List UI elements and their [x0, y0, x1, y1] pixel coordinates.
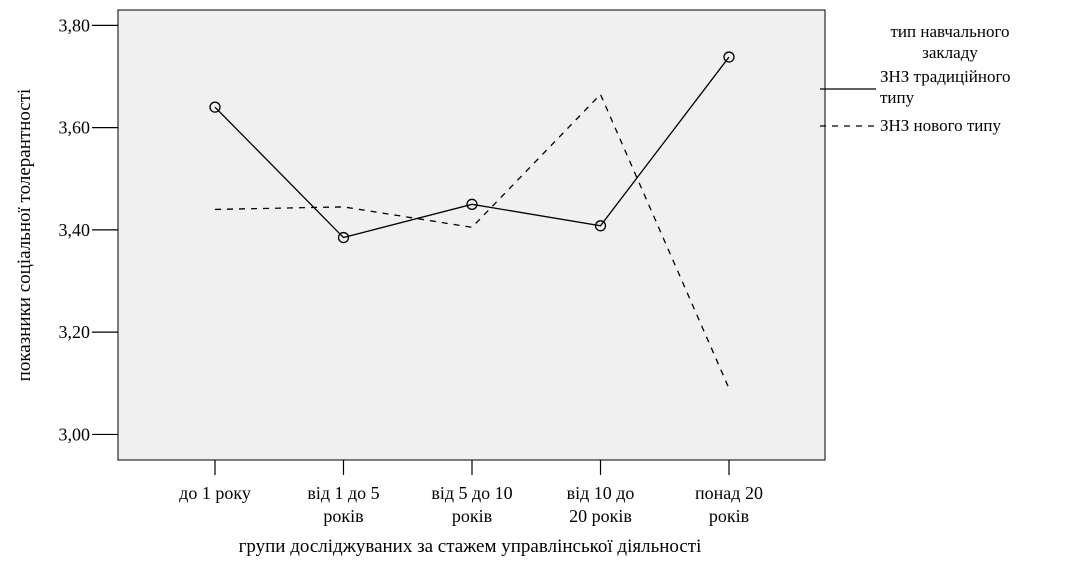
series-line: [214, 56, 730, 239]
y-tick-label: 3,00: [59, 424, 91, 444]
data-point: [337, 231, 350, 244]
x-tick-label: 20 років: [569, 506, 632, 526]
x-tick-label: від 1 до 5: [307, 483, 379, 503]
legend-label: ЗНЗ традиційного: [880, 67, 1011, 86]
x-tick-label: років: [452, 506, 492, 526]
y-tick-label: 3,40: [59, 220, 91, 240]
legend-label: ЗНЗ нового типу: [880, 116, 1001, 135]
x-tick-label: від 10 до: [567, 483, 635, 503]
y-tick-label: 3,80: [59, 15, 91, 35]
plot-area: [117, 9, 826, 461]
data-point: [209, 101, 221, 113]
x-tick-label: понад 20: [695, 483, 763, 503]
series-line: [214, 93, 730, 389]
y-axis-title: показники соціальної толерантності: [14, 89, 35, 382]
y-tick-label: 3,20: [59, 322, 91, 342]
y-tick-label: 3,60: [59, 118, 91, 138]
x-axis-title: групи досліджуваних за стажем управлінсь…: [239, 536, 702, 557]
x-tick-label: років: [709, 506, 749, 526]
x-tick-label: до 1 року: [179, 483, 251, 503]
legend-title: закладу: [922, 43, 978, 62]
x-tick-label: від 5 до 10: [431, 483, 512, 503]
legend-title: тип навчального: [890, 22, 1009, 41]
x-tick-label: років: [323, 506, 363, 526]
data-point: [723, 51, 735, 63]
data-point: [466, 198, 478, 210]
legend-label: типу: [880, 88, 915, 107]
data-point: [594, 220, 607, 232]
